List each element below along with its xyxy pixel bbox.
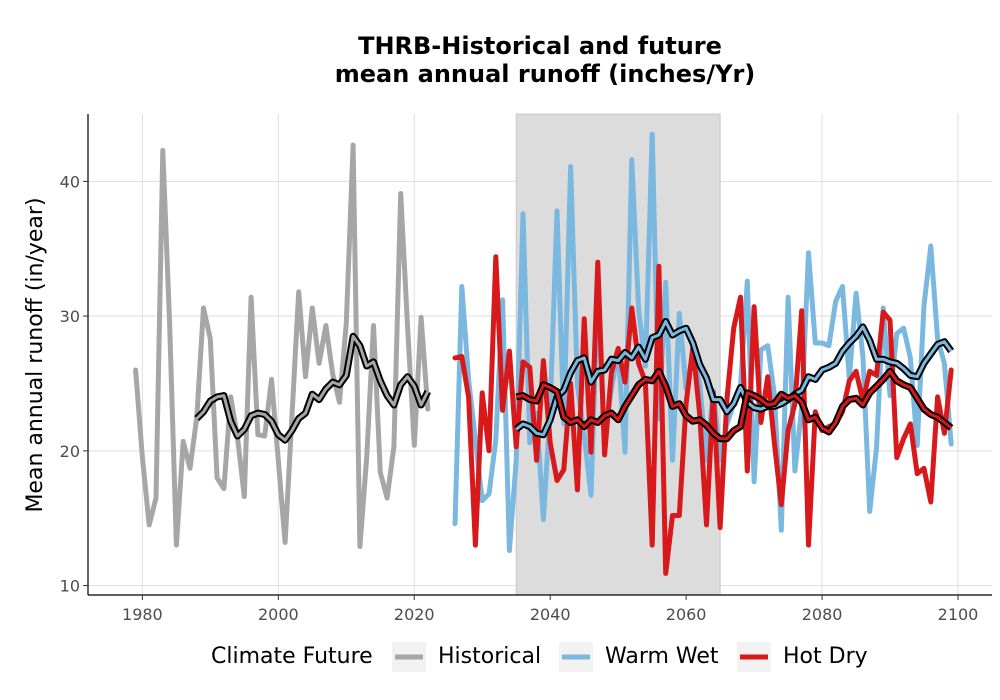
series-line-historical [133, 142, 431, 549]
legend: Climate Future Historical Warm Wet Hot D… [211, 642, 868, 672]
series-line-hot-dry [452, 254, 954, 576]
chart-title-line2: mean annual runoff (inches/Yr) [335, 60, 756, 88]
x-tick-label: 2100 [938, 605, 979, 624]
axes [83, 114, 992, 600]
x-tick-label: 2040 [530, 605, 571, 624]
legend-label-warm-wet: Warm Wet [605, 644, 719, 669]
chart-title-line1: THRB-Historical and future [358, 32, 722, 60]
legend-label-hot-dry: Hot Dry [783, 644, 868, 669]
x-tick-label: 1980 [122, 605, 163, 624]
x-tick-label: 2080 [802, 605, 843, 624]
x-tick-label: 2000 [258, 605, 299, 624]
x-tick-label: 2020 [394, 605, 435, 624]
y-axis-title: Mean annual runoff (in/year) [23, 197, 48, 512]
legend-label-historical: Historical [438, 644, 541, 669]
y-tick-label: 40 [60, 172, 80, 191]
smooth-line-historical [195, 334, 430, 442]
smooth-line-warm-wet [515, 320, 953, 437]
y-tick-label: 20 [60, 442, 80, 461]
y-tick-label: 30 [60, 307, 80, 326]
series-layer [133, 131, 955, 576]
x-tick-label: 2060 [666, 605, 707, 624]
smooth-line-hot-dry [515, 369, 953, 441]
legend-title: Climate Future [211, 644, 373, 669]
y-tick-label: 10 [60, 577, 80, 596]
tick-labels: 1980 2000 2020 2040 2060 2080 2100 10 20 30 40 [60, 172, 979, 624]
